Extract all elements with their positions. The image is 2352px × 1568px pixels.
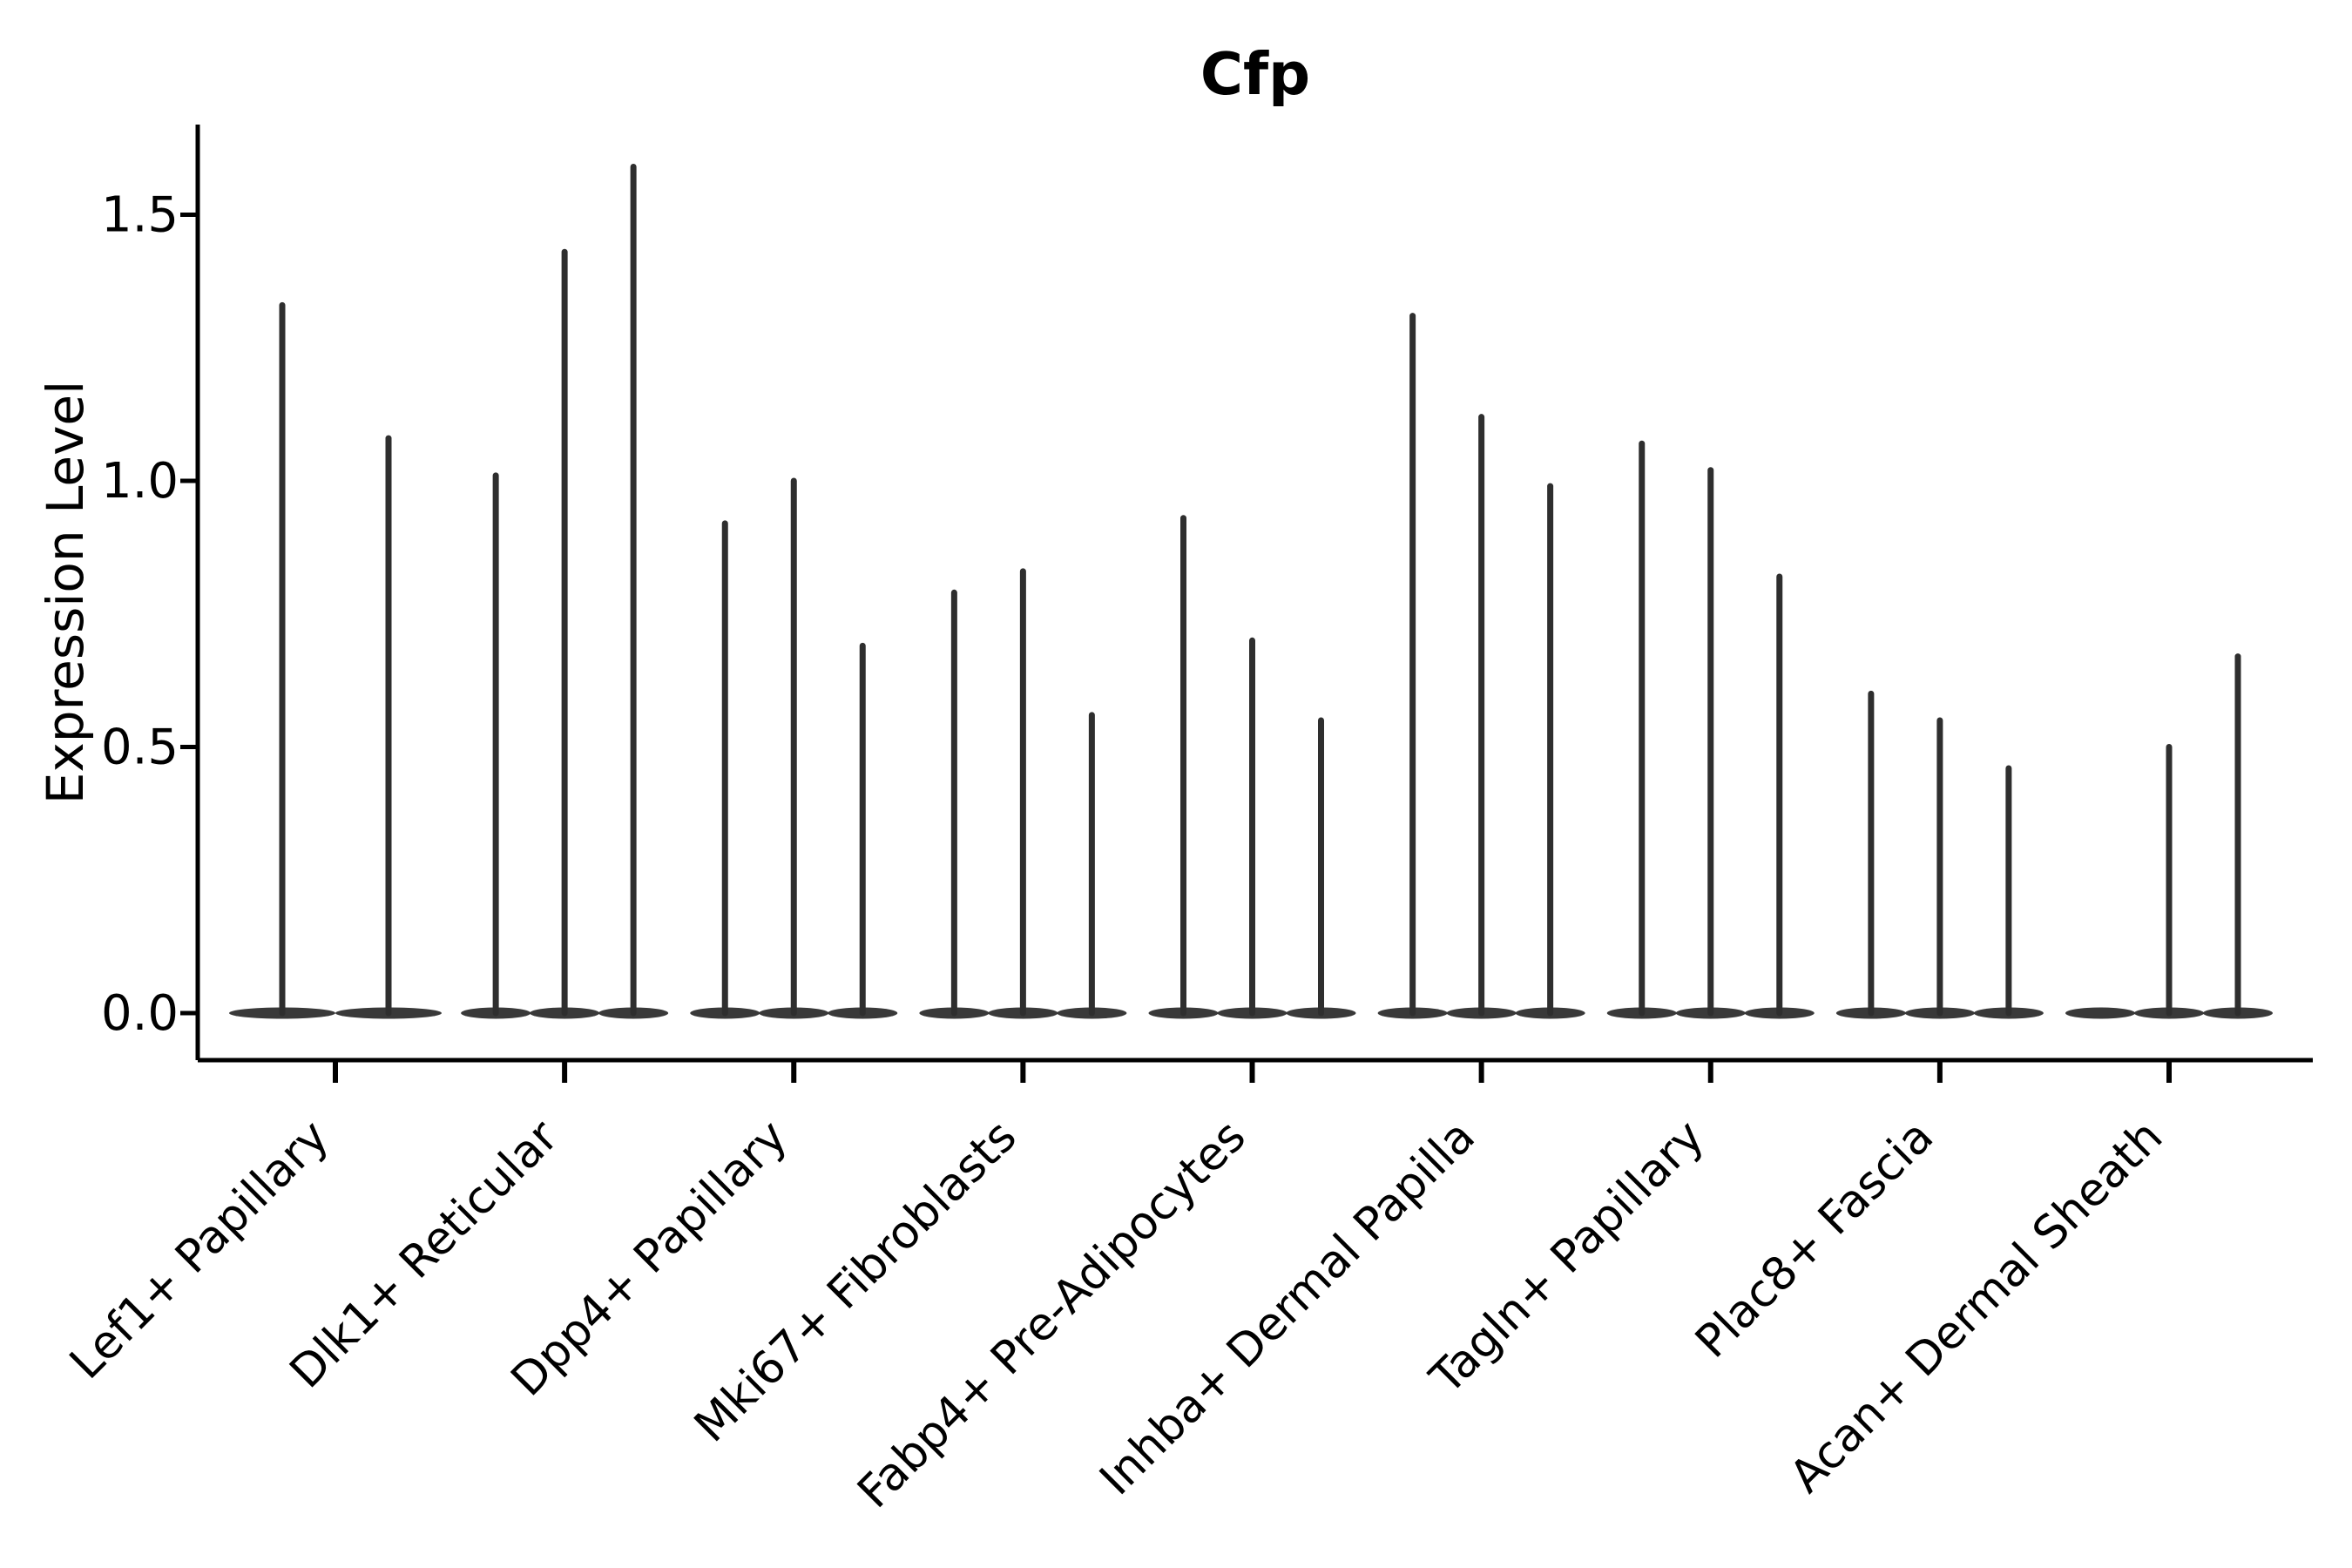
y-tick-label: 1.0: [101, 453, 179, 510]
x-tick-label: Plac8+ Fascia: [1686, 1111, 1943, 1369]
violin-body: [2065, 1007, 2135, 1019]
y-tick-label: 1.5: [101, 187, 179, 244]
x-tick-label: Fabp4+ Pre-Adipocytes: [848, 1111, 1255, 1518]
x-tick-label: Inhba+ Dermal Papilla: [1090, 1111, 1484, 1505]
chart-title: Cfp: [1200, 40, 1310, 108]
y-tick-label: 0.5: [101, 720, 179, 776]
y-tick-label: 0.0: [101, 985, 179, 1042]
x-tick-label: Acan+ Dermal Sheath: [1781, 1111, 2173, 1504]
y-axis-label: Expression Level: [36, 381, 95, 804]
